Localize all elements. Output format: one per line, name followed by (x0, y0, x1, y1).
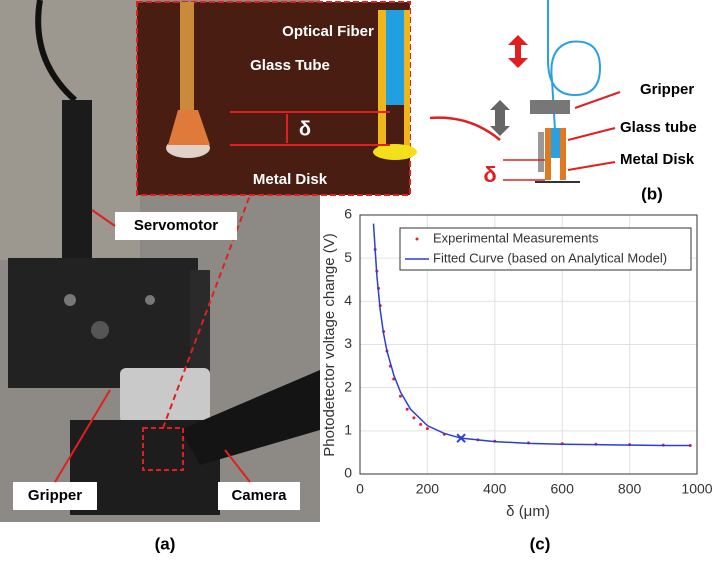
label: Glass tube (620, 119, 697, 136)
caption: (a) (155, 534, 176, 553)
inset-label: Glass Tube (250, 57, 330, 74)
y-tick-label: 3 (344, 335, 352, 351)
x-tick-label: 800 (618, 481, 642, 497)
y-axis-label: Photodetector voltage change (V) (321, 233, 338, 456)
y-tick-label: 0 (344, 465, 352, 481)
y-tick-label: 2 (344, 378, 352, 394)
label: Camera (231, 487, 287, 504)
x-axis-label: δ (μm) (506, 503, 550, 520)
caption: (c) (530, 534, 551, 553)
y-tick-label: 4 (344, 292, 352, 308)
legend-label: Experimental Measurements (433, 230, 599, 245)
inset-label: Optical Fiber (282, 23, 374, 40)
caption: (b) (641, 184, 663, 203)
x-tick-label: 200 (416, 481, 440, 497)
inset-label: δ (299, 118, 311, 140)
y-tick-label: 1 (344, 422, 352, 438)
x-tick-label: 400 (483, 481, 507, 497)
data-point (412, 416, 415, 419)
x-tick-label: 1000 (681, 481, 712, 497)
data-point (406, 408, 409, 411)
data-point (419, 423, 422, 426)
inset-label: Metal Disk (253, 171, 328, 188)
label: δ (483, 162, 496, 187)
label: Gripper (28, 487, 82, 504)
y-tick-label: 6 (344, 206, 352, 222)
schematic: Gripper Glass tube Metal Disk δ (b) (483, 0, 696, 203)
data-point (426, 427, 429, 430)
x-tick-label: 600 (551, 481, 575, 497)
x-tick-label: 0 (356, 481, 364, 497)
label: Metal Disk (620, 151, 695, 168)
legend-swatch (416, 238, 419, 241)
legend-label: Fitted Curve (based on Analytical Model) (433, 250, 667, 265)
label: Gripper (640, 81, 694, 98)
chart: δ (μm) Photodetector voltage change (V) … (321, 206, 713, 554)
label: Servomotor (134, 217, 218, 234)
y-tick-label: 5 (344, 249, 352, 265)
figure: Servomotor Gripper Camera Optical Fiber … (0, 0, 715, 556)
